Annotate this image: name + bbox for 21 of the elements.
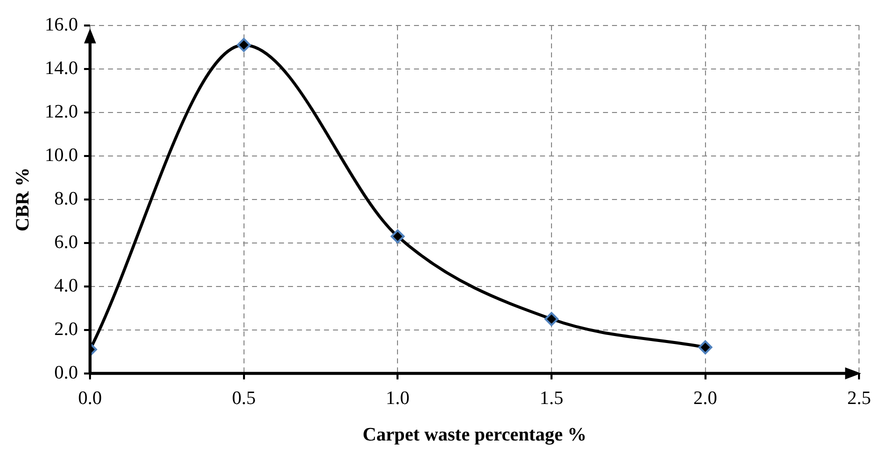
- point: [544, 312, 558, 326]
- y-tick-label: 16.0: [44, 14, 78, 36]
- point: [236, 38, 251, 52]
- y-tick-label: 10.0: [44, 144, 78, 166]
- y-tick-label: 6.0: [54, 232, 78, 253]
- y-axis-title: CBR %: [12, 167, 34, 232]
- y-tick-label: 12.0: [44, 101, 78, 122]
- y-tick-label: 0.0: [54, 362, 78, 384]
- x-tick-label: 0.5: [232, 388, 256, 409]
- y-tick-label: 8.0: [54, 188, 78, 210]
- x-tick-label: 1.5: [540, 388, 564, 409]
- x-axis-title: Carpet waste percentage %: [362, 424, 587, 446]
- x-tick-label: 0.0: [78, 388, 102, 409]
- y-tick-label: 4.0: [54, 275, 78, 296]
- x-tick-label: 2.5: [847, 388, 871, 409]
- point: [390, 229, 405, 244]
- x-tick-label: 2.0: [693, 388, 718, 409]
- y-tick-label: 14.0: [44, 58, 78, 79]
- point: [698, 340, 712, 354]
- x-tick-label: 1.0: [386, 388, 410, 409]
- y-tick-label: 2.0: [54, 318, 78, 340]
